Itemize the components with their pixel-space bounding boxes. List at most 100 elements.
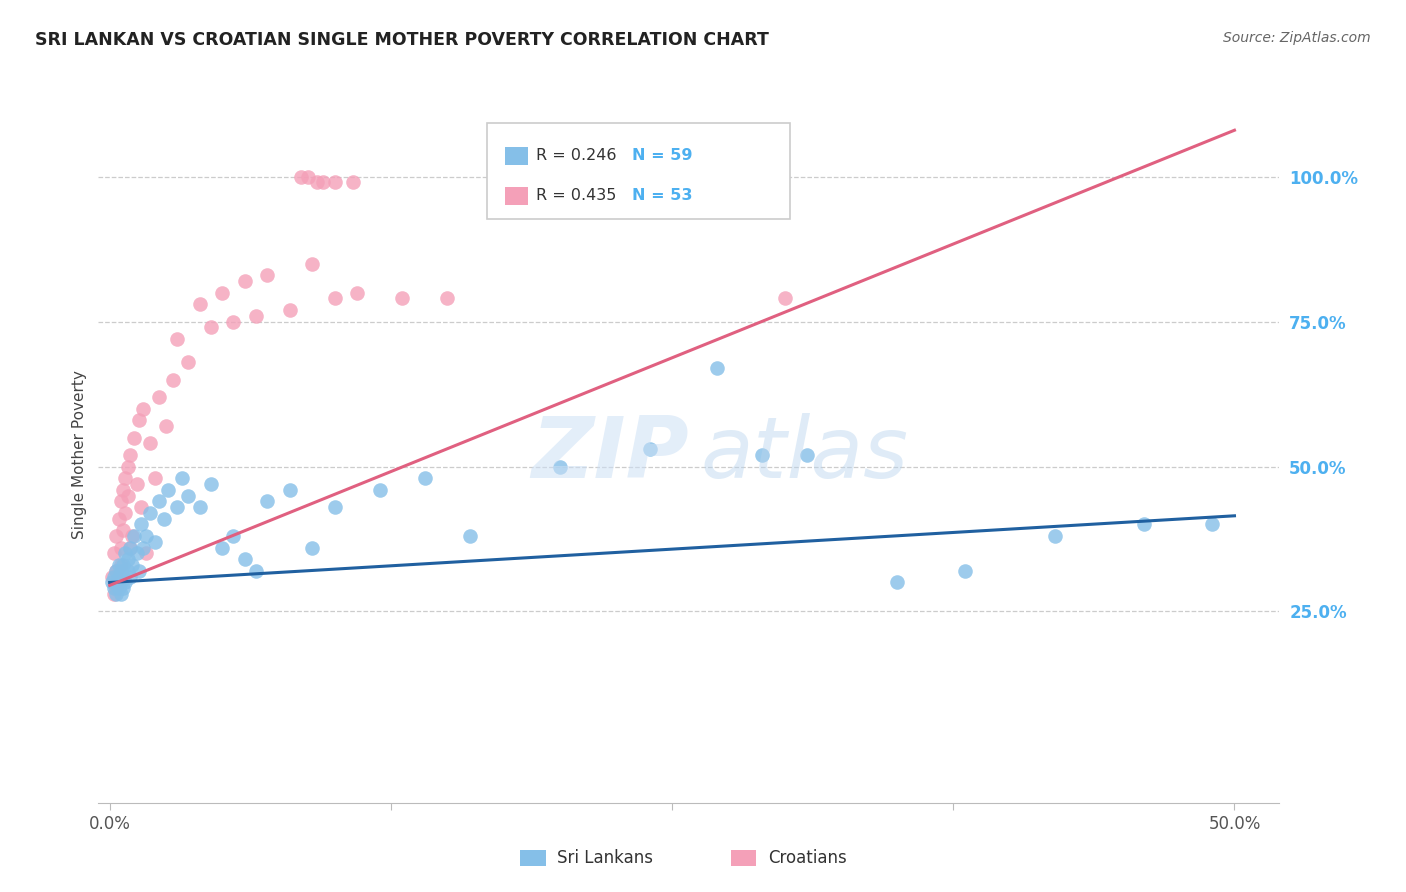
Point bbox=[112, 523, 135, 537]
Point bbox=[245, 309, 267, 323]
Point bbox=[117, 489, 139, 503]
Point bbox=[110, 494, 132, 508]
Point bbox=[166, 332, 188, 346]
Point bbox=[118, 541, 141, 555]
Point bbox=[105, 575, 128, 590]
Point bbox=[110, 541, 132, 555]
Point bbox=[177, 489, 200, 503]
Point bbox=[297, 169, 319, 184]
Point bbox=[103, 587, 125, 601]
Point bbox=[105, 529, 128, 543]
Point bbox=[107, 570, 129, 584]
Point bbox=[436, 291, 458, 305]
Point bbox=[112, 582, 135, 596]
Point bbox=[200, 476, 222, 491]
Point bbox=[796, 448, 818, 462]
Point bbox=[101, 570, 124, 584]
Point bbox=[105, 582, 128, 596]
Point bbox=[200, 320, 222, 334]
Point bbox=[278, 483, 301, 497]
Point bbox=[170, 471, 193, 485]
Point bbox=[129, 517, 152, 532]
Point bbox=[117, 564, 139, 578]
Point bbox=[143, 534, 166, 549]
Point bbox=[107, 575, 129, 590]
Text: Croatians: Croatians bbox=[768, 849, 846, 867]
Point bbox=[188, 297, 211, 311]
Point bbox=[1043, 529, 1066, 543]
Point bbox=[342, 175, 364, 190]
Point bbox=[128, 564, 150, 578]
Point bbox=[132, 541, 155, 555]
Point bbox=[188, 500, 211, 514]
Point bbox=[118, 570, 141, 584]
Text: ZIP: ZIP bbox=[531, 413, 689, 497]
Point bbox=[110, 564, 132, 578]
Point bbox=[222, 529, 245, 543]
Point bbox=[413, 471, 436, 485]
Point bbox=[114, 471, 136, 485]
Point bbox=[166, 500, 188, 514]
Point bbox=[256, 268, 278, 282]
Point bbox=[125, 476, 148, 491]
Point bbox=[458, 529, 481, 543]
Point bbox=[211, 541, 233, 555]
Point bbox=[124, 529, 146, 543]
Point bbox=[114, 506, 136, 520]
Text: SRI LANKAN VS CROATIAN SINGLE MOTHER POVERTY CORRELATION CHART: SRI LANKAN VS CROATIAN SINGLE MOTHER POV… bbox=[35, 31, 769, 49]
Point bbox=[107, 558, 129, 573]
Point bbox=[117, 459, 139, 474]
Point bbox=[118, 541, 141, 555]
Point bbox=[233, 274, 256, 288]
Point bbox=[128, 413, 150, 427]
Point bbox=[152, 511, 174, 525]
Point bbox=[222, 315, 245, 329]
Text: R = 0.246: R = 0.246 bbox=[536, 148, 617, 163]
Point bbox=[118, 448, 141, 462]
Point bbox=[103, 546, 125, 561]
Point bbox=[323, 175, 346, 190]
Point bbox=[148, 390, 170, 404]
Point bbox=[301, 541, 323, 555]
Text: Sri Lankans: Sri Lankans bbox=[557, 849, 652, 867]
Point bbox=[105, 564, 128, 578]
Point bbox=[125, 546, 148, 561]
Point bbox=[301, 257, 323, 271]
Point bbox=[245, 564, 267, 578]
Text: N = 59: N = 59 bbox=[631, 148, 692, 163]
Text: R = 0.435: R = 0.435 bbox=[536, 188, 617, 203]
Point bbox=[105, 564, 128, 578]
Point bbox=[114, 546, 136, 561]
Point bbox=[117, 552, 139, 566]
Point bbox=[1201, 517, 1223, 532]
Point bbox=[953, 564, 976, 578]
Point bbox=[157, 483, 180, 497]
Point bbox=[305, 175, 328, 190]
Point bbox=[121, 529, 143, 543]
Point bbox=[110, 558, 132, 573]
Point bbox=[114, 575, 136, 590]
Point bbox=[139, 506, 162, 520]
Point bbox=[155, 419, 177, 434]
Point bbox=[323, 500, 346, 514]
Point bbox=[107, 511, 129, 525]
Point bbox=[121, 558, 143, 573]
Point bbox=[135, 529, 157, 543]
Point bbox=[323, 291, 346, 305]
Point bbox=[1133, 517, 1156, 532]
Point bbox=[751, 448, 773, 462]
Point bbox=[105, 587, 128, 601]
Point bbox=[177, 355, 200, 369]
Point bbox=[110, 575, 132, 590]
Point bbox=[368, 483, 391, 497]
Point bbox=[107, 582, 129, 596]
Text: N = 53: N = 53 bbox=[631, 188, 692, 203]
Point bbox=[886, 575, 908, 590]
Point bbox=[706, 360, 728, 375]
Point bbox=[256, 494, 278, 508]
Point bbox=[135, 546, 157, 561]
Point bbox=[211, 285, 233, 300]
Point bbox=[110, 587, 132, 601]
Point bbox=[103, 582, 125, 596]
Point bbox=[233, 552, 256, 566]
